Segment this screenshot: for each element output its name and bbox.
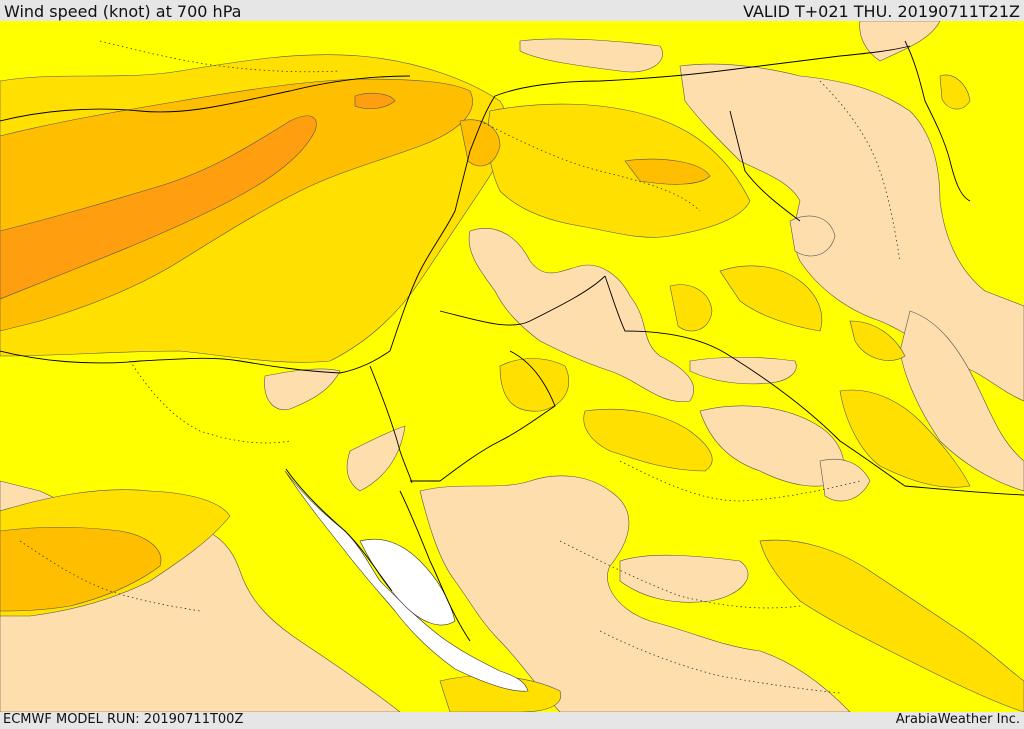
valid-time: VALID T+021 THU. 20190711T21Z — [743, 2, 1020, 21]
model-run: ECMWF MODEL RUN: 20190711T00Z — [3, 712, 244, 727]
header-bar: Wind speed (knot) at 700 hPa VALID T+021… — [0, 0, 1024, 21]
wind-speed-map[interactable] — [0, 21, 1024, 712]
strong-wind-core — [0, 92, 396, 300]
credit: ArabiaWeather Inc. — [895, 712, 1020, 727]
calm-wind-areas — [0, 21, 1024, 712]
map-canvas — [0, 21, 1024, 712]
map-title: Wind speed (knot) at 700 hPa — [4, 2, 242, 21]
coastlines — [0, 45, 911, 642]
internal-boundaries — [19, 40, 901, 694]
fresh-wind-band — [0, 78, 711, 612]
country-borders — [369, 40, 1024, 496]
footer-bar: ECMWF MODEL RUN: 20190711T00Z ArabiaWeat… — [0, 712, 1024, 729]
